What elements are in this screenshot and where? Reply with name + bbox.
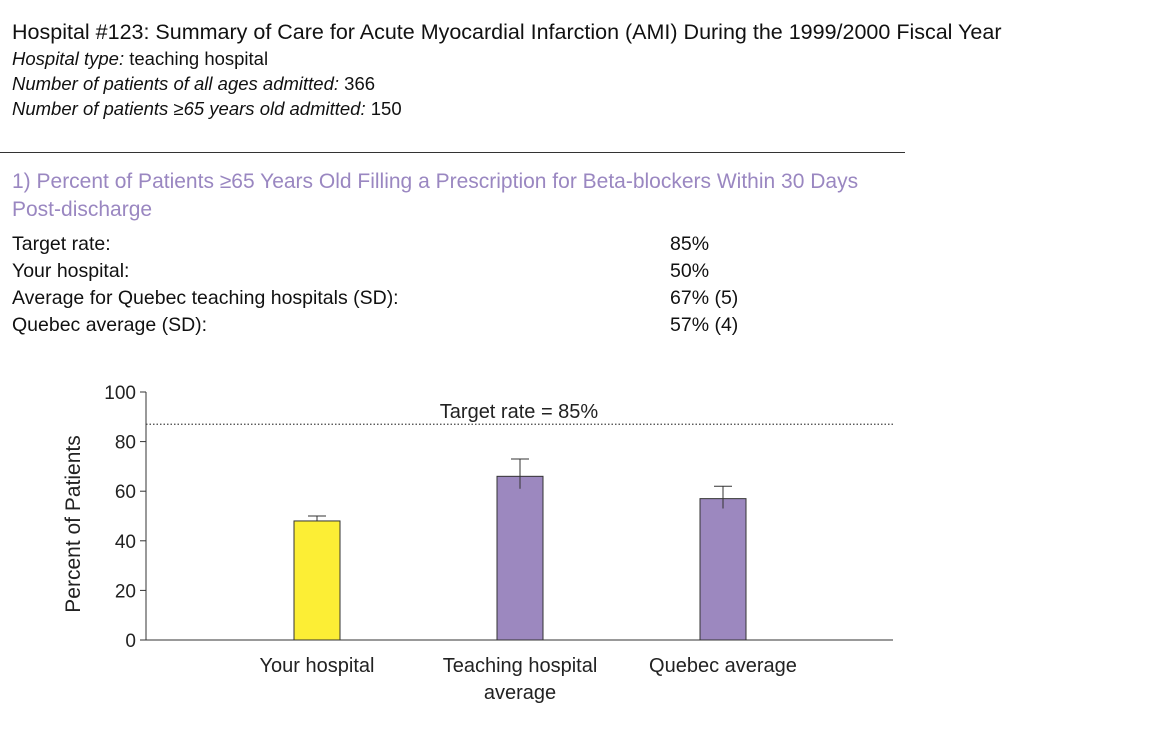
stat-label: Quebec average (SD): xyxy=(12,314,208,336)
y-tick-label: 0 xyxy=(125,631,136,652)
patients-65-label: Number of patients ≥65 years old admitte… xyxy=(12,98,366,119)
patients-all-label: Number of patients of all ages admitted: xyxy=(12,73,340,94)
patients-65-line: Number of patients ≥65 years old admitte… xyxy=(12,96,1152,121)
report-title: Hospital #123: Summary of Care for Acute… xyxy=(12,20,1002,44)
y-tick-label: 20 xyxy=(115,581,136,602)
category-label: average xyxy=(484,682,556,704)
hospital-type-value: teaching hospital xyxy=(129,48,269,69)
stat-label: Your hospital: xyxy=(12,260,130,282)
y-axis-label: Percent of Patients xyxy=(62,435,85,612)
patients-all-line: Number of patients of all ages admitted:… xyxy=(12,71,1152,96)
y-tick-label: 40 xyxy=(115,532,136,553)
hospital-type-label: Hospital type: xyxy=(12,48,125,69)
bar xyxy=(699,498,747,641)
header-divider xyxy=(0,152,905,153)
stat-value: 67% (5) xyxy=(670,287,739,309)
report-header: Hospital #123: Summary of Care for Acute… xyxy=(12,18,1152,121)
target-label: Target rate = 85% xyxy=(440,401,599,423)
patients-65-value: 150 xyxy=(370,98,402,119)
stat-label: Target rate: xyxy=(12,233,111,255)
stat-value: 50% xyxy=(670,260,710,282)
bar xyxy=(293,520,341,641)
beta-blocker-bar-chart: 0 20 40 60 80 100 Percent of Patients Target ra… xyxy=(62,383,893,704)
y-tick-label: 80 xyxy=(115,433,136,454)
section-title: 1) Percent of Patients ≥65 Years Old Fil… xyxy=(12,170,859,221)
stat-value: 57% (4) xyxy=(670,314,739,336)
patients-all-value: 366 xyxy=(344,73,376,94)
category-label: Your hospital xyxy=(260,655,375,677)
hospital-type-line: Hospital type: teaching hospital xyxy=(12,46,1152,71)
category-label: Quebec average xyxy=(649,655,797,677)
category-label: Teaching hospital xyxy=(443,655,598,677)
y-tick-label: 60 xyxy=(115,482,136,503)
stat-label: Average for Quebec teaching hospitals (S… xyxy=(12,287,399,309)
y-tick-label: 100 xyxy=(104,383,136,404)
stat-value: 85% xyxy=(670,233,710,255)
bar xyxy=(496,475,544,641)
